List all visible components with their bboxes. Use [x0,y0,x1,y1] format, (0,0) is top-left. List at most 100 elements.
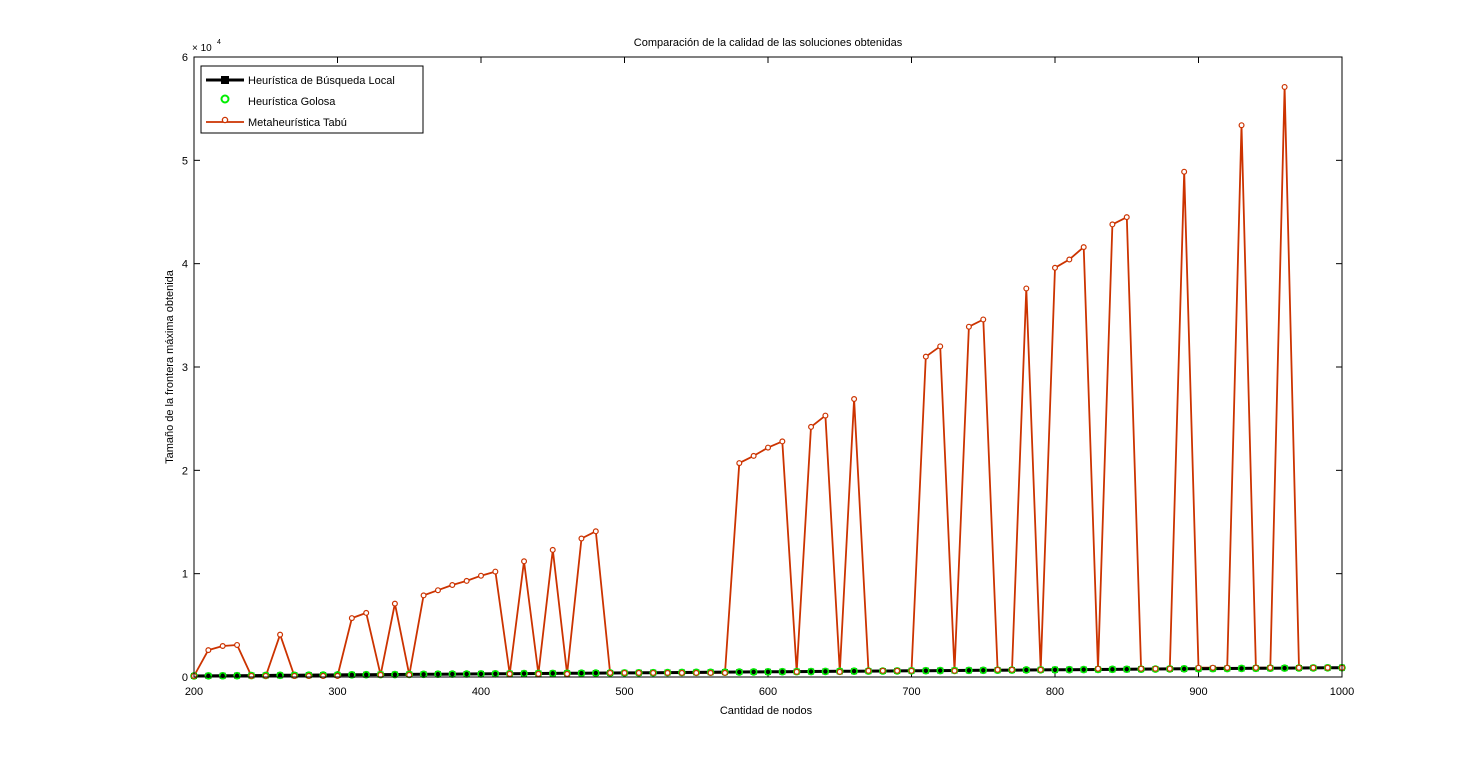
greedy-point [348,671,356,679]
y-tick-label: 0 [182,672,188,684]
tabu-point [1166,665,1173,672]
local-search-point [463,671,470,678]
local-search-point [348,671,355,678]
tabu-point [334,672,341,679]
local-search-point [765,668,771,675]
tabu-point [391,600,398,607]
local-search-point [449,671,456,678]
tabu-point [234,641,241,648]
y-exponent-label: × 10 [192,43,212,54]
x-axis-label: Cantidad de nodos [720,705,813,717]
x-tick-label: 400 [472,686,490,698]
y-axis-label: Tamaño de la frontera máxima obtenida [164,269,176,464]
tabu-point [865,667,872,674]
x-tick-label: 700 [902,686,920,698]
tabu-point [894,667,901,674]
local-search-point [937,667,944,674]
legend-local-search-marker [221,76,229,84]
legend-greedy-marker [220,94,230,104]
greedy-point [749,668,758,676]
y-tick-label: 6 [182,52,188,64]
tabu-point [1195,664,1202,671]
plot-frame [193,56,1343,678]
x-tick-label: 1000 [1330,686,1354,698]
chart-title: Comparación de la calidad de las solucio… [634,37,903,49]
tabu-point [205,647,212,654]
tabu-point [951,667,958,674]
local-search-point [822,668,829,675]
tabu-point [1295,664,1302,671]
tabu-point [506,670,513,677]
greedy-point [1079,665,1088,674]
tabu-point [607,669,614,676]
local-search-point [1281,665,1288,672]
tabu-point [420,592,427,599]
legend-local-search-label: Heurística de Búsqueda Local [248,75,395,87]
greedy-point [1108,665,1117,674]
local-search-point [492,670,499,677]
y-tick-label: 4 [182,259,188,271]
tabu-point [764,444,771,451]
local-search-point [234,672,241,679]
local-search-point [965,667,972,674]
greedy-point [936,666,945,675]
y-tick-label: 5 [182,155,188,167]
tabu-point [564,670,571,677]
local-search-point [750,668,757,675]
tabu-point [1109,221,1116,228]
tabu-point [1123,214,1130,221]
tabu-point [664,669,671,676]
tabu-point [492,568,499,575]
tabu-point [1008,666,1015,673]
local-search-point [1109,666,1116,673]
local-search-point [277,672,284,679]
tabu-point [980,316,987,323]
tabu-point [836,668,843,675]
x-tick-label: 300 [328,686,346,698]
x-tick-label: 800 [1046,686,1064,698]
local-search-point [391,671,398,678]
tabu-point [320,672,327,679]
tabu-point [1051,264,1058,271]
tabu-point [291,672,298,679]
greedy-point [922,666,930,675]
tabu-point [478,572,485,579]
tabu-point [1181,168,1188,175]
x-tick-label: 500 [615,686,633,698]
tabu-point [305,672,312,679]
x-tick-label: 600 [759,686,777,698]
tabu-point [549,546,556,553]
tabu-point [1224,664,1231,671]
local-search-point [1123,666,1130,673]
x-tick-label: 900 [1189,686,1207,698]
greedy-point [548,669,557,678]
greedy-point [1051,665,1059,674]
greedy-point [807,667,815,676]
tabu-point [578,535,585,542]
greedy-point [979,666,988,675]
tabu-point [1281,83,1288,90]
tabu-point [1252,664,1259,671]
local-search-point [478,670,484,677]
y-tick-label: 2 [182,465,188,477]
tabu-point [678,669,685,676]
tabu-point [1023,285,1030,292]
greedy-point [735,668,744,676]
greedy-point [821,667,830,676]
tabu-point [248,672,255,679]
greedy-point [577,669,586,677]
local-search-point [1181,665,1188,672]
tabu-point [535,670,542,677]
legend-tabu-label: Metaheurística Tabú [248,117,347,129]
local-search-point [1080,666,1087,673]
legend-tabu-marker [221,116,229,124]
tabu-point [822,412,829,419]
greedy-point [764,668,772,676]
local-search-point [1023,666,1030,673]
greedy-point [362,670,371,679]
tabu-point [1095,665,1102,672]
y-tick-label: 3 [182,362,188,374]
legend: Heurística de Búsqueda Local Heurística G… [200,65,424,134]
tabu-point [521,558,528,565]
local-search-point [922,667,929,674]
